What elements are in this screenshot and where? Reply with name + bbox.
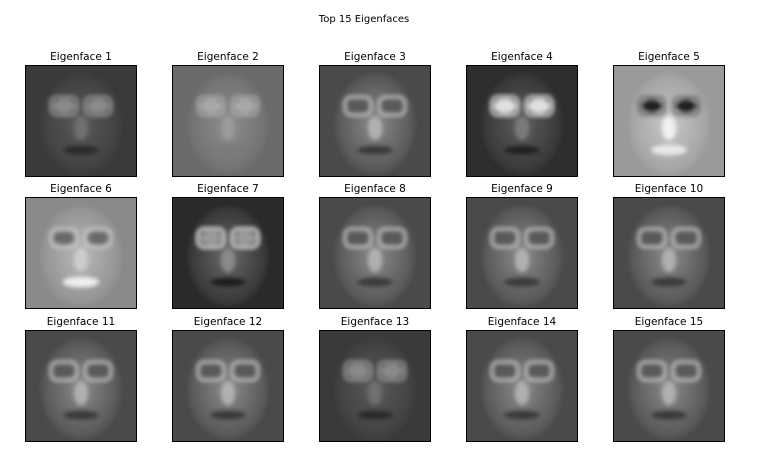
eigenface-shading bbox=[26, 331, 136, 441]
panel-title: Eigenface 7 bbox=[197, 183, 259, 195]
eigenface-image bbox=[613, 65, 725, 177]
eigenface-image bbox=[25, 330, 137, 442]
panel-title: Eigenface 10 bbox=[634, 183, 704, 195]
eigenface-shading bbox=[26, 66, 136, 176]
eigenface-shading bbox=[614, 331, 724, 441]
panel-title: Eigenface 5 bbox=[638, 51, 700, 63]
panel-title: Eigenface 14 bbox=[487, 316, 557, 328]
panel-title: Eigenface 2 bbox=[197, 51, 259, 63]
panel-title: Eigenface 4 bbox=[491, 51, 553, 63]
panel-title: Eigenface 12 bbox=[193, 316, 263, 328]
eigenface-shading bbox=[173, 198, 283, 308]
eigenface-shading bbox=[320, 331, 430, 441]
eigenface-image bbox=[466, 65, 578, 177]
eigenface-image bbox=[319, 197, 431, 309]
eigenface-shading bbox=[173, 66, 283, 176]
eigenface-image bbox=[172, 65, 284, 177]
panel-title: Eigenface 15 bbox=[634, 316, 704, 328]
eigenface-image bbox=[613, 330, 725, 442]
eigenface-image bbox=[25, 65, 137, 177]
eigenface-shading bbox=[467, 66, 577, 176]
panel-title: Eigenface 9 bbox=[491, 183, 553, 195]
eigenface-shading bbox=[467, 331, 577, 441]
eigenface-image bbox=[25, 197, 137, 309]
panel-title: Eigenface 6 bbox=[50, 183, 112, 195]
eigenface-image bbox=[172, 197, 284, 309]
eigenface-image bbox=[172, 330, 284, 442]
panel-title: Eigenface 13 bbox=[340, 316, 410, 328]
eigenface-shading bbox=[320, 66, 430, 176]
eigenface-image bbox=[319, 65, 431, 177]
eigenface-image bbox=[319, 330, 431, 442]
eigenface-shading bbox=[26, 198, 136, 308]
eigenface-image bbox=[613, 197, 725, 309]
eigenface-shading bbox=[173, 331, 283, 441]
eigenface-shading bbox=[614, 198, 724, 308]
eigenface-shading bbox=[467, 198, 577, 308]
eigenface-shading bbox=[614, 66, 724, 176]
eigenface-shading bbox=[320, 198, 430, 308]
panel-title: Eigenface 8 bbox=[344, 183, 406, 195]
eigenface-image bbox=[466, 197, 578, 309]
panel-title: Eigenface 11 bbox=[46, 316, 116, 328]
panel-title: Eigenface 1 bbox=[50, 51, 112, 63]
figure-title: Top 15 Eigenfaces bbox=[318, 14, 410, 25]
eigenface-image bbox=[466, 330, 578, 442]
panel-title: Eigenface 3 bbox=[344, 51, 406, 63]
